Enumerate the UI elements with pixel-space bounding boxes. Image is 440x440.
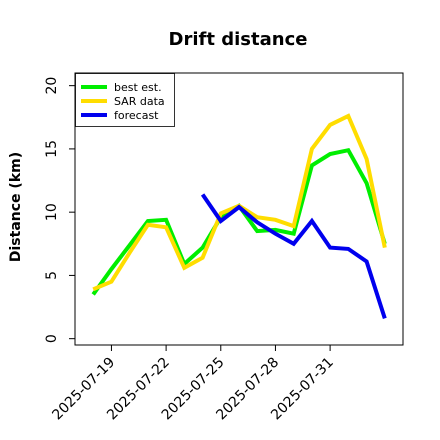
y-tick-label: 10	[44, 203, 60, 221]
plot-frame	[74, 72, 404, 346]
y-axis-label: Distance (km)	[8, 152, 24, 262]
axis-layer: 051015202025-07-192025-07-222025-07-2520…	[44, 77, 337, 424]
series-line-best-est	[91, 147, 387, 296]
y-tick-label: 20	[44, 77, 60, 95]
series-layer	[91, 113, 387, 320]
series-line-sar-data	[92, 113, 387, 292]
legend-label-sar-data: SAR data	[114, 95, 165, 108]
legend-label-forecast: forecast	[114, 109, 159, 122]
chart-title: Drift distance	[169, 29, 308, 50]
legend-label-best-est: best est.	[114, 81, 162, 94]
legend: best est. SAR data forecast	[75, 73, 175, 127]
y-tick-label: 15	[44, 140, 60, 158]
series-line-forecast	[200, 193, 387, 320]
y-tick-label: 5	[44, 271, 60, 280]
y-tick-label: 0	[44, 334, 60, 343]
